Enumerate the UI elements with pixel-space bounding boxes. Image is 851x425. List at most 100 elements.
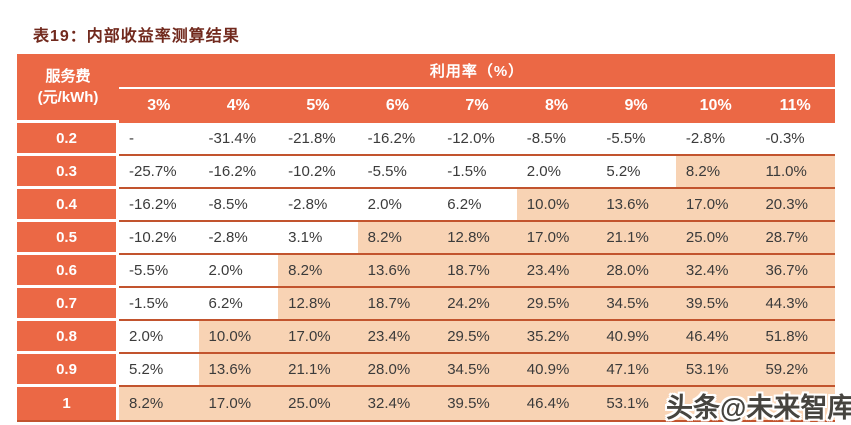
table-row-0.6: 0.6 -5.5% 2.0% 8.2% 13.6% 18.7% 23.4% 28.0% 32.4… [17, 255, 835, 288]
irr-cell: 25.0% [278, 387, 358, 420]
irr-cell: 25.0% [675, 222, 756, 255]
irr-cell: 5.2% [596, 156, 676, 189]
table-row-0.2: 0.2- -31.4% -21.8% -16.2% -12.0% -8.5% -5.5% -2… [17, 123, 835, 156]
irr-cell: 11.0% [755, 156, 835, 189]
irr-cell: 44.3% [755, 288, 835, 321]
irr-cell: 29.5% [437, 321, 517, 354]
irr-cell: 53.1% [675, 354, 756, 387]
table-body: 0.2- -31.4% -21.8% -16.2% -12.0% -8.5% -5.5% -2… [17, 123, 835, 420]
irr-cell: 28.0% [596, 255, 676, 288]
irr-cell: - [119, 123, 199, 156]
row-label: 0.7 [17, 288, 119, 321]
irr-cell: -1.5% [119, 288, 199, 321]
irr-cell: -25.7% [119, 156, 199, 189]
irr-cell: 28.7% [755, 222, 835, 255]
column-header-11pct: 11% [779, 97, 811, 114]
irr-cell: 32.4% [675, 255, 756, 288]
irr-cell: 5.2% [119, 354, 199, 387]
irr-cell: -8.5% [198, 189, 279, 222]
irr-cell: -12.0% [437, 123, 517, 156]
irr-cell: 18.7% [357, 288, 438, 321]
irr-cell: 10.0% [198, 321, 279, 354]
irr-cell: 35.2% [516, 321, 597, 354]
irr-cell: 46.4% [516, 387, 597, 420]
irr-cell: 23.4% [357, 321, 438, 354]
column-header-3pct: 3% [147, 97, 171, 114]
irr-cell: 36.7% [755, 255, 835, 288]
corner-header-line1: 服务费 [45, 68, 91, 85]
irr-cell: 29.5% [516, 288, 597, 321]
irr-cell: 17.0% [278, 321, 358, 354]
irr-cell: -10.2% [278, 156, 358, 189]
irr-cell: 53.1% [596, 387, 676, 420]
irr-cell: 34.5% [596, 288, 676, 321]
column-header-5pct: 5% [306, 97, 330, 114]
irr-cell: 51.8% [755, 321, 835, 354]
irr-cell: 13.6% [596, 189, 676, 222]
irr-cell: 2.0% [198, 255, 279, 288]
irr-cell: 39.5% [437, 387, 517, 420]
irr-cell: 17.0% [516, 222, 597, 255]
irr-cell: 2.0% [516, 156, 597, 189]
irr-cell: 32.4% [357, 387, 438, 420]
irr-cell: 34.5% [437, 354, 517, 387]
irr-cell: -16.2% [357, 123, 438, 156]
irr-cell: 24.2% [437, 288, 517, 321]
irr-cell: 21.1% [596, 222, 676, 255]
irr-cell: 39.5% [675, 288, 756, 321]
irr-cell: 8.2% [675, 156, 756, 189]
column-header-10pct: 10% [699, 97, 732, 114]
irr-cell: -1.5% [437, 156, 517, 189]
watermark: 头条@未来智库 [666, 393, 851, 423]
irr-cell: 12.8% [437, 222, 517, 255]
irr-cell: -21.8% [278, 123, 358, 156]
irr-cell: 10.0% [516, 189, 597, 222]
irr-cell: -5.5% [357, 156, 438, 189]
row-label: 0.2 [17, 123, 119, 156]
utilization-group-header: 利用率（%） [119, 54, 835, 89]
table-row-1: 1 8.2% 17.0% 25.0% 32.4% 39.5% 46.4% 53.1% [17, 387, 835, 420]
irr-cell: 2.0% [119, 321, 199, 354]
irr-cell: 13.6% [357, 255, 438, 288]
table-row-0.5: 0.5 -10.2% -2.8% 3.1% 8.2% 12.8% 17.0% 21.1% 25.… [17, 222, 835, 255]
irr-cell: 17.0% [675, 189, 756, 222]
irr-cell: 2.0% [357, 189, 438, 222]
irr-cell [675, 387, 756, 420]
table-row-0.4: 0.4 -16.2% -8.5% -2.8% 2.0% 6.2% 10.0% 13.6% 17.… [17, 189, 835, 222]
irr-cell: 3.1% [278, 222, 358, 255]
irr-cell: 8.2% [357, 222, 438, 255]
table-row-0.8: 0.8 2.0% 10.0% 17.0% 23.4% 29.5% 35.2% 40.9% 46.… [17, 321, 835, 354]
irr-cell: 40.9% [516, 354, 597, 387]
corner-header-service-fee: 服务费 (元/kWh) [17, 54, 119, 123]
row-label: 0.9 [17, 354, 119, 387]
irr-cell: 20.3% [755, 189, 835, 222]
irr-cell: 23.4% [516, 255, 597, 288]
irr-cell: -16.2% [119, 189, 199, 222]
irr-cell: 59.2% [755, 354, 835, 387]
irr-table: 服务费 (元/kWh) 利用率（%） 3% 4% 5% 6% 7% 8% 9% 10% 11% … [17, 54, 835, 422]
row-label: 0.3 [17, 156, 119, 189]
irr-cell: 46.4% [675, 321, 756, 354]
column-header-9pct: 9% [624, 97, 648, 114]
irr-cell: -5.5% [596, 123, 676, 156]
irr-cell [755, 387, 835, 420]
corner-header-line2: (元/kWh) [37, 89, 99, 106]
irr-cell: -8.5% [516, 123, 597, 156]
irr-cell: 13.6% [198, 354, 279, 387]
irr-cell: 28.0% [357, 354, 438, 387]
irr-cell: 18.7% [437, 255, 517, 288]
column-header-4pct: 4% [226, 97, 250, 114]
table-header: 服务费 (元/kWh) 利用率（%） 3% 4% 5% 6% 7% 8% 9% 10% 11% [17, 54, 835, 123]
table-row-0.3: 0.3 -25.7% -16.2% -10.2% -5.5% -1.5% 2.0% 5.2% 8… [17, 156, 835, 189]
irr-cell: 17.0% [198, 387, 279, 420]
row-label: 0.6 [17, 255, 119, 288]
irr-cell: -31.4% [198, 123, 279, 156]
table-row-0.7: 0.7 -1.5% 6.2% 12.8% 18.7% 24.2% 29.5% 34.5% 39.… [17, 288, 835, 321]
irr-cell: -0.3% [755, 123, 835, 156]
irr-cell: 12.8% [278, 288, 358, 321]
column-header-7pct: 7% [465, 97, 489, 114]
irr-cell: -5.5% [119, 255, 199, 288]
table-title: 表19：内部收益率测算结果 [33, 28, 240, 45]
irr-cell: 21.1% [278, 354, 358, 387]
irr-cell: -2.8% [278, 189, 358, 222]
